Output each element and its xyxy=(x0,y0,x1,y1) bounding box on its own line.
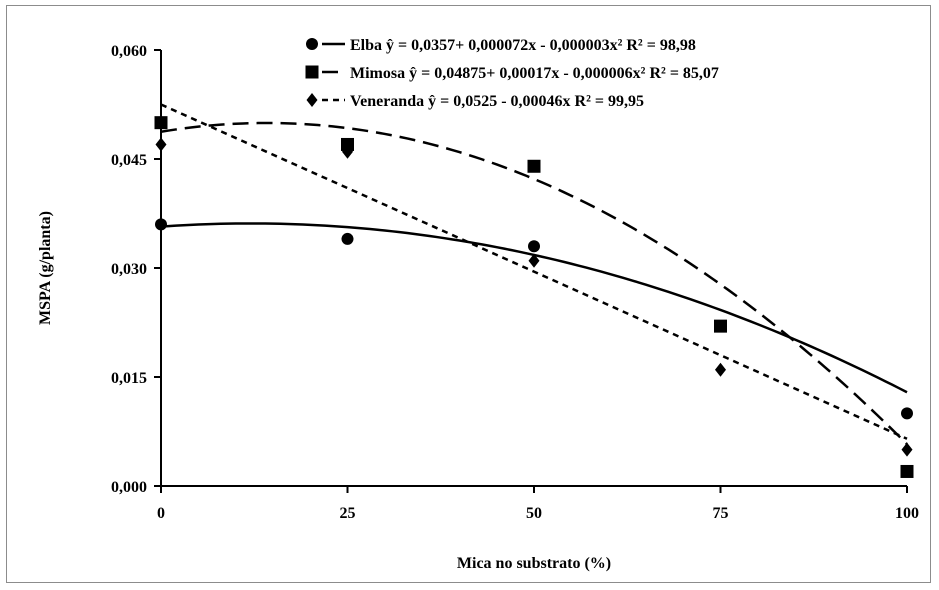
x-tick-label: 50 xyxy=(526,505,542,522)
data-point-veneranda xyxy=(901,442,913,457)
legend-label: Veneranda ŷ = 0,0525 - 0,00046x R² = 99,… xyxy=(350,93,644,110)
data-point-veneranda xyxy=(342,144,353,159)
data-point-veneranda xyxy=(715,362,726,377)
legend-entry-mimosa: Mimosa ŷ = 0,04875+ 0,00017x - 0,000006x… xyxy=(305,65,719,82)
axes xyxy=(160,50,907,487)
x-axis-title: Mica no substrato (%) xyxy=(457,555,611,572)
legend-entry-elba: Elba ŷ = 0,0357+ 0,000072x - 0,000003x² … xyxy=(306,37,696,54)
y-ticks: 0,000 0,015 0,030 0,045 0,060 xyxy=(111,43,161,496)
fit-line-veneranda xyxy=(160,103,908,440)
legend-marker-mimosa xyxy=(305,65,319,79)
data-point-elba xyxy=(341,232,354,245)
y-axis-title: MSPA (g/planta) xyxy=(37,211,54,325)
data-point-veneranda xyxy=(155,137,167,152)
fit-lines xyxy=(160,103,908,446)
legend-marker-elba xyxy=(306,38,318,50)
data-points xyxy=(154,116,914,478)
data-point-mimosa xyxy=(900,464,914,478)
data-point-elba xyxy=(528,240,540,253)
legend: Elba ŷ = 0,0357+ 0,000072x - 0,000003x² … xyxy=(305,37,719,110)
x-ticks: 0 25 50 75 100 xyxy=(157,486,919,522)
x-tick-label: 25 xyxy=(340,505,356,522)
y-tick-label: 0,060 xyxy=(111,43,147,60)
data-point-mimosa xyxy=(714,319,727,333)
data-point-mimosa xyxy=(154,116,168,130)
y-tick-label: 0,000 xyxy=(111,479,147,496)
legend-marker-veneranda xyxy=(306,93,318,107)
data-point-elba xyxy=(155,218,167,231)
y-tick-label: 0,030 xyxy=(111,261,147,278)
legend-label: Mimosa ŷ = 0,04875+ 0,00017x - 0,000006x… xyxy=(350,65,719,82)
data-point-elba xyxy=(901,407,913,420)
data-point-mimosa xyxy=(527,159,541,173)
x-tick-label: 0 xyxy=(157,505,165,522)
x-tick-label: 75 xyxy=(713,505,729,522)
y-tick-label: 0,015 xyxy=(111,370,147,387)
data-point-veneranda xyxy=(528,253,540,268)
y-tick-label: 0,045 xyxy=(111,152,147,169)
legend-entry-veneranda: Veneranda ŷ = 0,0525 - 0,00046x R² = 99,… xyxy=(306,93,644,110)
legend-label: Elba ŷ = 0,0357+ 0,000072x - 0,000003x² … xyxy=(350,37,696,54)
data-point-mimosa xyxy=(341,137,354,151)
x-tick-label: 100 xyxy=(895,505,919,522)
fit-line-mimosa xyxy=(160,121,908,446)
